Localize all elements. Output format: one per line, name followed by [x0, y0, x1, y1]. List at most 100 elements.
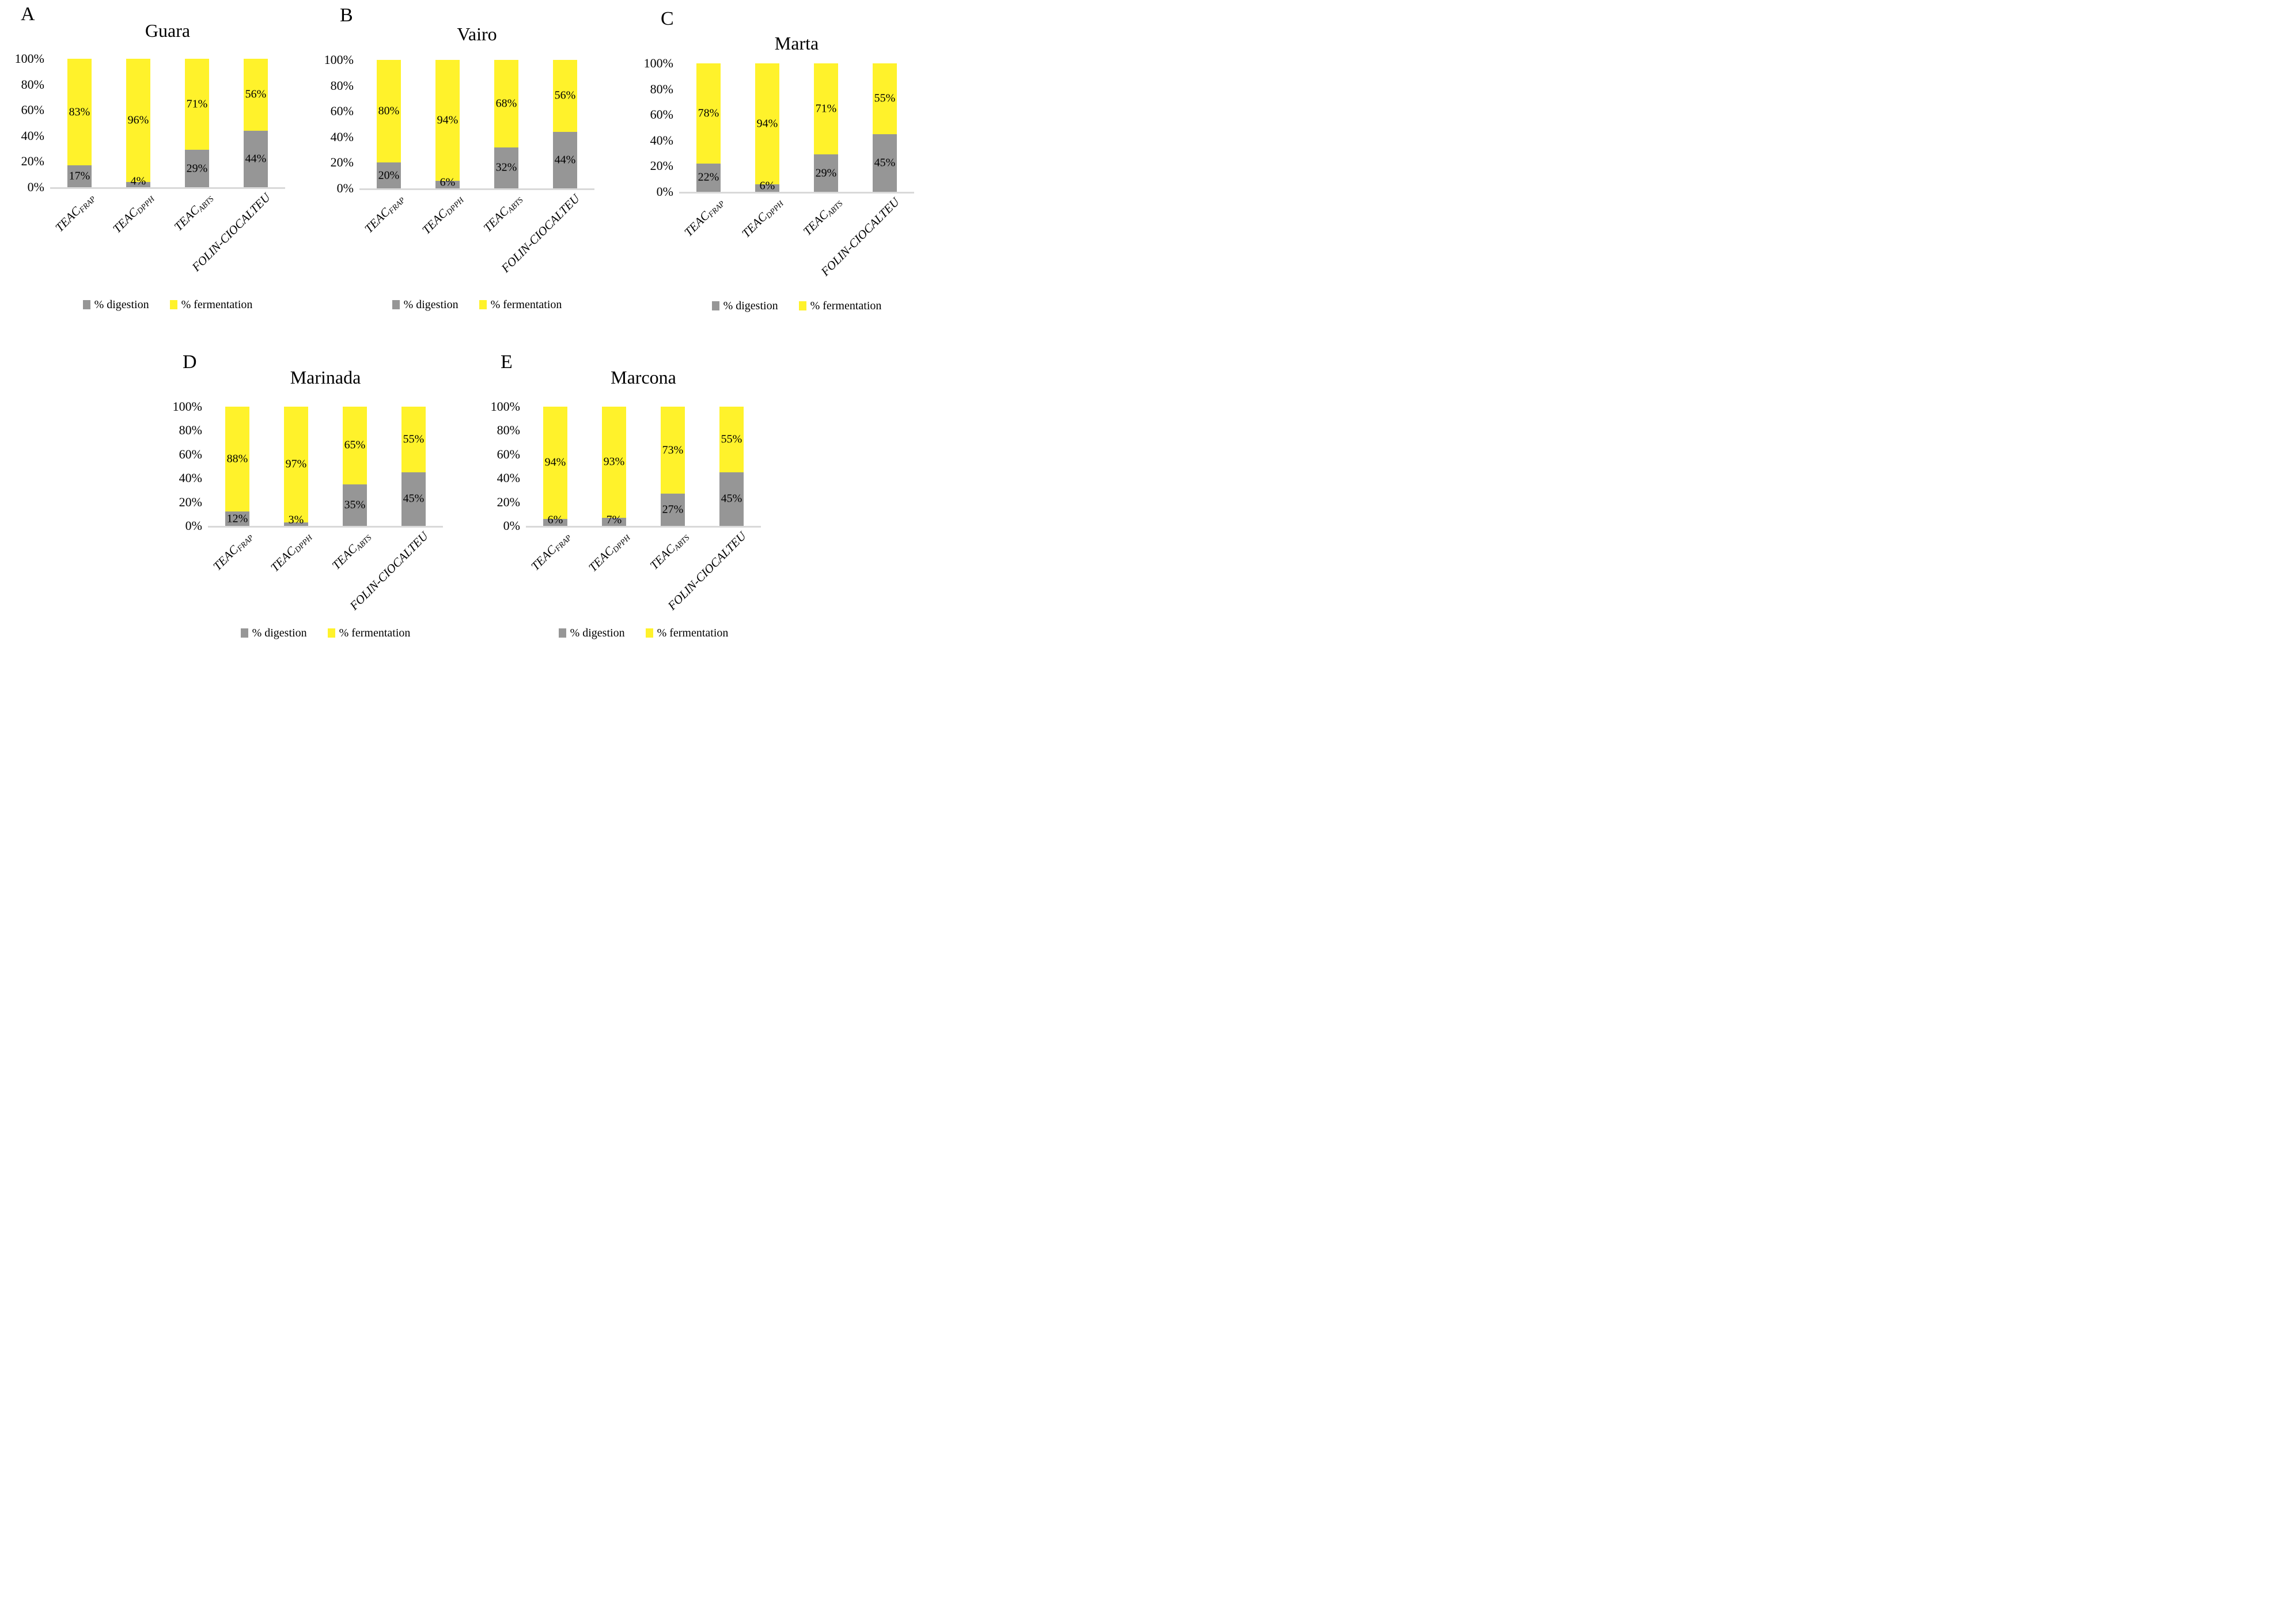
y-tick-label: 0% [656, 184, 673, 199]
y-tick-label: 60% [497, 446, 520, 461]
fermentation-segment [696, 63, 721, 164]
fermentation-segment [719, 407, 744, 472]
legend-label: % digestion [723, 300, 778, 312]
fermentation-data-label: 94% [756, 117, 778, 130]
category-label: TEACDPPH [110, 191, 158, 238]
legend: % digestion % fermentation [526, 627, 761, 639]
stacked-bar [755, 63, 779, 192]
fermentation-segment [494, 60, 518, 147]
y-axis: 0% 20% 40% 60% 80% 100% [173, 400, 204, 533]
stacked-bar [873, 63, 897, 192]
y-tick-label: 60% [21, 103, 44, 118]
category-label: TEACDPPH [739, 195, 787, 242]
category-label-subscript: DPPH [444, 195, 466, 217]
legend-label: % fermentation [657, 627, 729, 639]
stacked-bar [284, 407, 308, 526]
digestion-data-label: 27% [662, 503, 684, 516]
plot-area: 12% 88% TEACFRAP 3% 97% TEACDPPH 35% 65% TEACABT… [208, 407, 443, 613]
plot-area: 20% 80% TEACFRAP 6% 94% TEACDPPH 32% 68% TEACABT… [359, 60, 594, 275]
digestion-data-label: 6% [440, 176, 456, 189]
legend-label: % digestion [403, 298, 459, 311]
y-tick-label: 0% [185, 518, 202, 533]
y-axis: 0% 20% 40% 60% 80% 100% [491, 400, 522, 533]
fermentation-data-label: 55% [403, 433, 425, 446]
digestion-segment [225, 511, 249, 526]
digestion-segment [661, 494, 685, 526]
y-tick-label: 100% [324, 52, 354, 67]
digestion-segment [244, 130, 268, 187]
x-axis-baseline [526, 526, 761, 528]
category-label-subscript: ABTS [505, 195, 525, 215]
fermentation-data-label: 56% [245, 88, 267, 101]
fermentation-segment [244, 59, 268, 131]
chart-panel-marta: C Marta 0% 20% 40% 60% 80% 100% 22% 78% TEACFRA… [644, 8, 918, 331]
fermentation-segment [185, 59, 209, 150]
legend-label: % fermentation [490, 298, 562, 311]
y-tick-label: 0% [27, 180, 44, 194]
panel-letter: C [661, 8, 674, 29]
fermentation-data-label: 96% [127, 113, 149, 127]
digestion-swatch [558, 628, 566, 638]
y-axis: 0% 20% 40% 60% 80% 100% [644, 56, 676, 199]
stacked-bar [553, 60, 577, 188]
stacked-bar [719, 407, 744, 526]
legend: % digestion % fermentation [50, 298, 285, 311]
digestion-segment [401, 472, 426, 526]
category-label: TEACFRAP [52, 191, 99, 237]
fermentation-data-label: 97% [285, 457, 307, 471]
fermentation-segment [377, 60, 401, 163]
chart-title: Marcona [611, 367, 676, 388]
digestion-data-label: 29% [186, 162, 208, 175]
fermentation-segment [67, 59, 92, 166]
legend-item-digestion: % digestion [82, 298, 149, 311]
digestion-data-label: 44% [554, 153, 576, 166]
digestion-segment [185, 150, 209, 187]
fermentation-data-label: 93% [603, 455, 625, 468]
fermentation-segment [401, 407, 426, 472]
x-axis-baseline [208, 526, 443, 528]
y-tick-label: 0% [336, 181, 354, 195]
chart-panel-marinada: D Marinada 0% 20% 40% 60% 80% 100% 12% 88% TEAC… [173, 351, 446, 642]
y-tick-label: 20% [21, 154, 44, 169]
category-label: TEACDPPH [419, 192, 467, 239]
stacked-bar [494, 60, 518, 188]
panel-letter: A [21, 3, 35, 25]
chart-title: Guara [145, 20, 191, 41]
fermentation-segment [225, 407, 249, 512]
category-label-subscript: FRAP [78, 194, 98, 214]
category-label: TEACFRAP [362, 192, 408, 238]
fermentation-data-label: 78% [698, 107, 719, 120]
digestion-segment [67, 165, 92, 187]
stacked-bar [67, 59, 92, 187]
category-label: TEACFRAP [681, 195, 728, 241]
category-label: TEACABTS [480, 192, 526, 237]
category-label-subscript: ABTS [354, 533, 373, 552]
digestion-segment [719, 472, 744, 526]
plot-area: 17% 83% TEACFRAP 4% 96% TEACDPPH 29% 71% TEACABT… [50, 59, 285, 274]
fermentation-data-label: 94% [544, 456, 566, 469]
digestion-data-label: 17% [69, 169, 90, 183]
legend-label: % fermentation [810, 300, 882, 312]
y-tick-label: 80% [179, 423, 202, 438]
category-label: TEACDPPH [586, 529, 634, 577]
digestion-segment [553, 131, 577, 188]
fermentation-segment [814, 63, 838, 155]
digestion-data-label: 12% [226, 512, 248, 525]
stacked-bar [343, 407, 367, 526]
legend-label: % digestion [94, 298, 149, 311]
category-label-subscript: FRAP [707, 199, 727, 219]
category-label-subscript: ABTS [825, 199, 844, 218]
plot-area: 6% 94% TEACFRAP 7% 93% TEACDPPH 27% 73% TEACABTS… [526, 407, 761, 613]
legend-item-fermentation: % fermentation [645, 627, 729, 639]
digestion-segment [126, 182, 150, 187]
fermentation-data-label: 80% [378, 104, 400, 118]
plot-area: 22% 78% TEACFRAP 6% 94% TEACDPPH 29% 71% TEACABT… [679, 63, 914, 279]
chart-panel-vairo: B Vairo 0% 20% 40% 60% 80% 100% 20% 80% TEACFRA… [324, 5, 598, 327]
category-label: TEACABTS [800, 195, 846, 240]
legend: % digestion % fermentation [208, 627, 443, 639]
fermentation-data-label: 68% [495, 97, 517, 110]
digestion-data-label: 45% [874, 156, 896, 169]
y-tick-label: 40% [497, 471, 520, 486]
fermentation-segment [873, 63, 897, 134]
stacked-bar [185, 59, 209, 187]
